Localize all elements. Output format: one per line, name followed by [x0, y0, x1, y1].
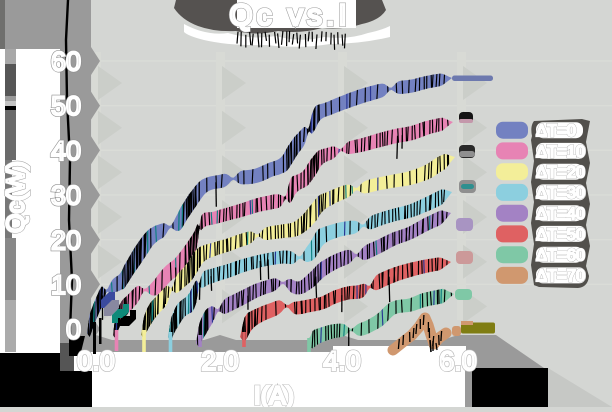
svg-text:I(A): I(A) — [254, 382, 294, 407]
svg-text:ΔT=30: ΔT=30 — [536, 184, 585, 202]
svg-text:Qc(W): Qc(W) — [2, 161, 30, 233]
svg-text:0: 0 — [66, 315, 81, 345]
svg-text:2.0: 2.0 — [201, 346, 239, 376]
svg-text:30: 30 — [51, 181, 81, 211]
svg-text:ΔT=20: ΔT=20 — [536, 164, 585, 182]
svg-text:40: 40 — [51, 136, 81, 166]
svg-text:20: 20 — [51, 225, 81, 255]
svg-text:60: 60 — [51, 47, 81, 77]
svg-text:ΔT=60: ΔT=60 — [536, 247, 585, 265]
svg-text:10: 10 — [51, 270, 81, 300]
svg-text:ΔT=10: ΔT=10 — [536, 143, 585, 161]
svg-text:ΔT=0: ΔT=0 — [536, 122, 576, 140]
svg-text:ΔT=70: ΔT=70 — [536, 267, 585, 285]
svg-text:50: 50 — [51, 91, 81, 121]
svg-text:ΔT=50: ΔT=50 — [536, 226, 585, 244]
svg-text:6.0: 6.0 — [439, 346, 477, 376]
svg-text:ΔT=40: ΔT=40 — [536, 205, 585, 223]
svg-text:Qc vs.I: Qc vs.I — [229, 0, 350, 32]
svg-text:0.0: 0.0 — [77, 346, 115, 376]
svg-text:4.0: 4.0 — [323, 346, 361, 376]
